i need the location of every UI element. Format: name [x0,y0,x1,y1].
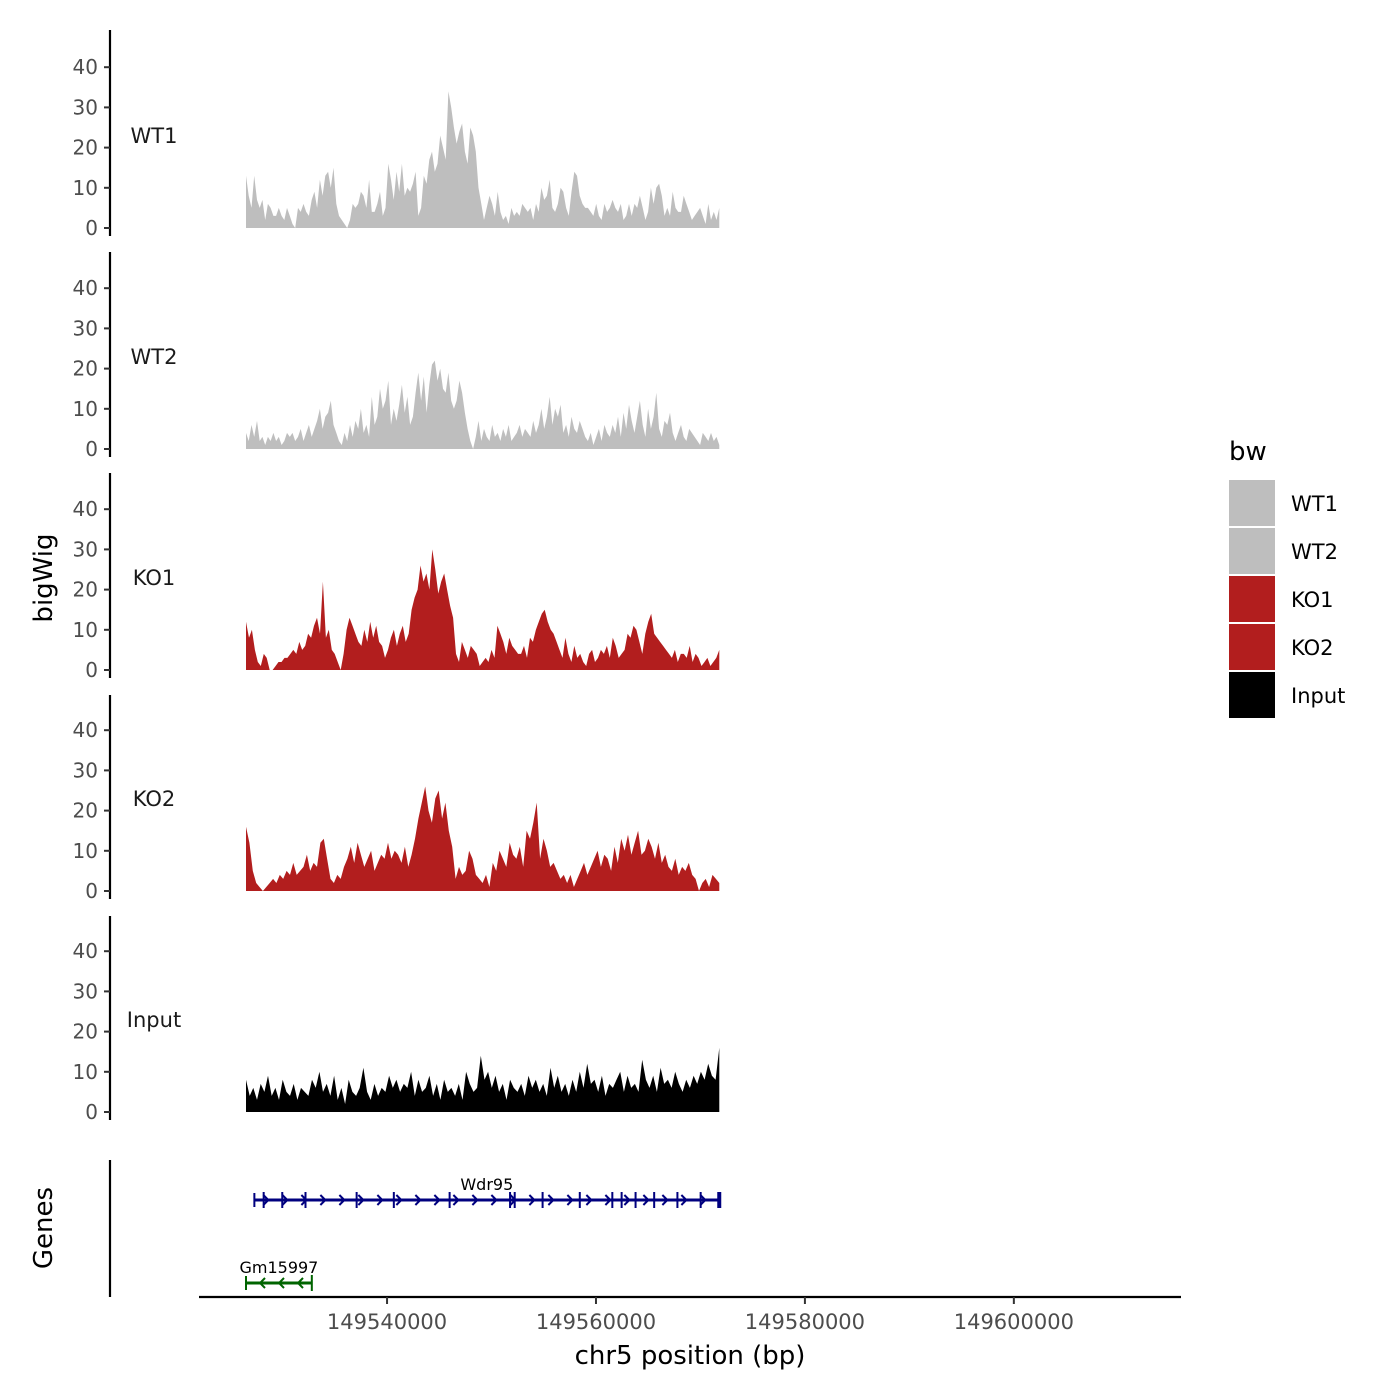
gene-models: Wdr95 Gm15997 [239,1175,722,1291]
strand-chevron [296,1277,304,1289]
strand-chevron [277,1277,285,1289]
strand-chevron [319,1194,327,1206]
track-label: KO2 [133,787,176,811]
strand-chevron [604,1194,612,1206]
y-tick-label: 30 [73,758,98,782]
y-tick-label: 20 [73,578,98,602]
genes-panel: Genes Wdr95 Gm15997 [29,1160,722,1297]
strand-chevron [661,1194,669,1206]
y-tick-label: 30 [73,95,98,119]
strand-chevron [699,1194,707,1206]
legend-label-wt1: WT1 [1291,492,1338,516]
y-tick-label: 40 [73,55,98,79]
x-tick-label: 149560000 [536,1310,656,1334]
signal-area-wt2 [246,360,720,449]
strand-chevron [433,1194,441,1206]
strand-chevron [258,1277,266,1289]
track-ko2: 0 10 20 30 40 KO2 [73,695,720,903]
y-tick-label: 0 [85,437,98,461]
gene-wdr95: Wdr95 [253,1175,722,1208]
y-tick-label: 40 [73,497,98,521]
strand-chevron [528,1194,536,1206]
strand-chevron [262,1194,270,1206]
track-label: WT1 [131,124,178,148]
signal-area-ko1 [246,549,720,670]
strand-chevron [566,1194,574,1206]
legend-swatch-ko2 [1229,624,1275,670]
track-ko1: 0 10 20 30 40 KO1 [73,473,720,682]
legend-swatch-wt2 [1229,528,1275,574]
signal-area-ko2 [246,786,720,891]
signal-area-input [246,1047,720,1112]
y-tick-label: 40 [73,718,98,742]
strand-chevron [281,1194,289,1206]
x-tick-label: 149580000 [745,1310,865,1334]
strand-chevron [395,1194,403,1206]
y-tick-label: 30 [73,979,98,1003]
legend-swatch-wt1 [1229,480,1275,526]
track-input: 0 10 20 30 40 Input [73,916,720,1124]
strand-chevron [490,1194,498,1206]
signal-area-wt1 [246,91,720,228]
strand-chevron [376,1194,384,1206]
y-tick-label: 30 [73,537,98,561]
y-tick-label: 20 [73,136,98,160]
y-tick-label: 30 [73,316,98,340]
legend-entries: WT1 WT2 KO1 KO2 Input [1229,480,1345,718]
signal-tracks: 0 10 20 30 40 WT1 0 10 20 30 40 WT2 0 10 20 30 40 KO1 0 10 2… [73,30,720,1124]
strand-chevron [680,1194,688,1206]
x-axis-title: chr5 position (bp) [575,1341,806,1371]
strand-chevron [623,1194,631,1206]
strand-chevron [642,1194,650,1206]
y-tick-label: 20 [73,357,98,381]
track-label: WT2 [131,345,178,369]
y-tick-label: 0 [85,658,98,682]
legend-label-wt2: WT2 [1291,540,1338,564]
y-tick-label: 10 [73,176,98,200]
legend-label-ko2: KO2 [1291,636,1334,660]
y-axis-title: bigWig [29,533,59,622]
y-tick-label: 10 [73,1060,98,1084]
legend-label-input: Input [1291,684,1345,708]
x-tick-label: 149600000 [954,1310,1074,1334]
track-wt2: 0 10 20 30 40 WT2 [73,252,720,461]
track-label: KO1 [133,566,176,590]
y-tick-label: 20 [73,799,98,823]
legend-title: bw [1229,437,1267,467]
track-wt1: 0 10 20 30 40 WT1 [73,30,720,240]
y-tick-label: 10 [73,839,98,863]
y-tick-label: 40 [73,276,98,300]
strand-chevron [414,1194,422,1206]
legend-label-ko1: KO1 [1291,588,1334,612]
strand-chevron [471,1194,479,1206]
legend-swatch-ko1 [1229,576,1275,622]
x-tick-label: 149540000 [327,1310,447,1334]
gene-gm15997: Gm15997 [239,1258,318,1291]
gene-label: Wdr95 [460,1175,513,1194]
x-axis: 149540000 149560000 149580000 149600000 chr… [199,1295,1181,1371]
gene-label: Gm15997 [239,1258,318,1277]
y-tick-label: 0 [85,879,98,903]
track-label: Input [127,1008,181,1032]
y-tick-label: 40 [73,939,98,963]
strand-chevron [585,1194,593,1206]
y-tick-label: 0 [85,216,98,240]
x-ticks: 149540000 149560000 149580000 149600000 [327,1297,1074,1334]
legend: bw WT1 WT2 KO1 KO2 Input [1229,437,1345,718]
genes-axis-title: Genes [29,1187,59,1269]
y-tick-label: 0 [85,1100,98,1124]
strand-chevron [547,1194,555,1206]
strand-chevron [452,1194,460,1206]
y-tick-label: 10 [73,618,98,642]
y-tick-label: 10 [73,397,98,421]
y-tick-label: 20 [73,1020,98,1044]
legend-swatch-input [1229,672,1275,718]
strand-chevron [338,1194,346,1206]
strand-chevron [357,1194,365,1206]
